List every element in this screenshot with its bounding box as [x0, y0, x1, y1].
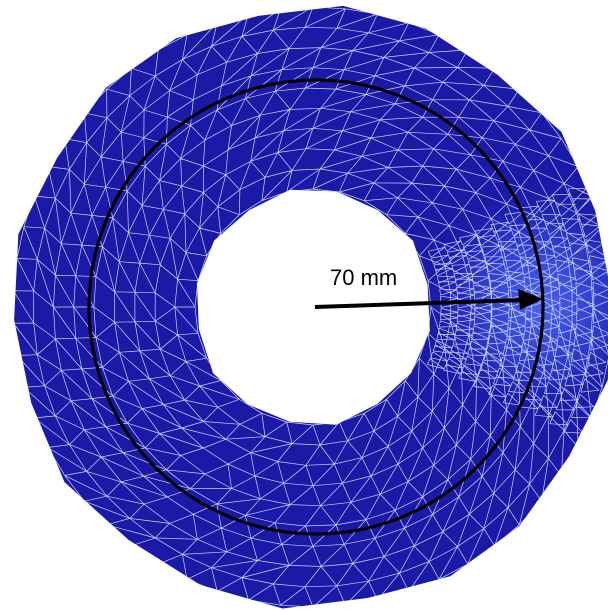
radius-arrow-shaft [314, 298, 523, 309]
radius-label: 70 mm [330, 265, 397, 290]
measurement-circle [87, 78, 545, 536]
radius-arrow-head [518, 289, 543, 310]
